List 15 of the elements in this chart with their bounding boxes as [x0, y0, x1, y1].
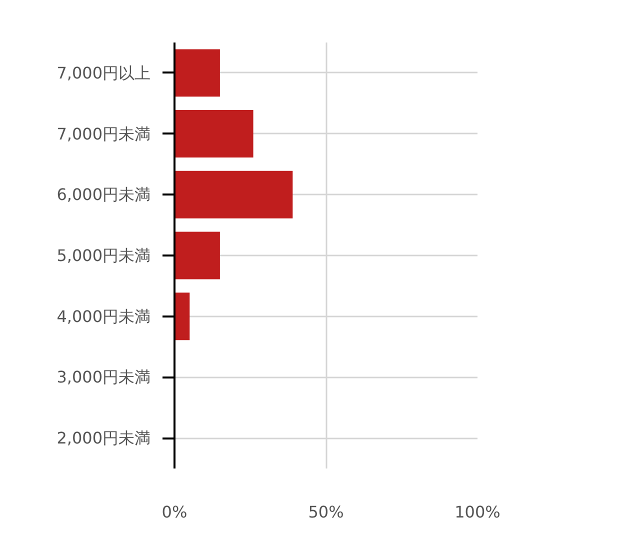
bar — [174, 292, 190, 340]
bar — [174, 110, 254, 158]
y-tick-label: 2,000円未満 — [56, 428, 151, 448]
y-tick-label: 7,000円未満 — [56, 124, 151, 144]
bar — [174, 49, 220, 97]
y-tick-label: 4,000円未満 — [56, 306, 151, 326]
bar — [174, 170, 293, 218]
x-tick-label: 50% — [308, 502, 344, 522]
x-tick-label: 100% — [454, 502, 500, 522]
bar — [174, 232, 220, 280]
y-tick-label: 7,000円以上 — [56, 63, 151, 82]
y-tick-label: 5,000円未満 — [56, 246, 151, 265]
y-tick-label: 3,000円未満 — [56, 368, 151, 387]
x-tick-label: 0% — [162, 502, 188, 522]
y-tick-label: 6,000円未満 — [56, 185, 151, 204]
